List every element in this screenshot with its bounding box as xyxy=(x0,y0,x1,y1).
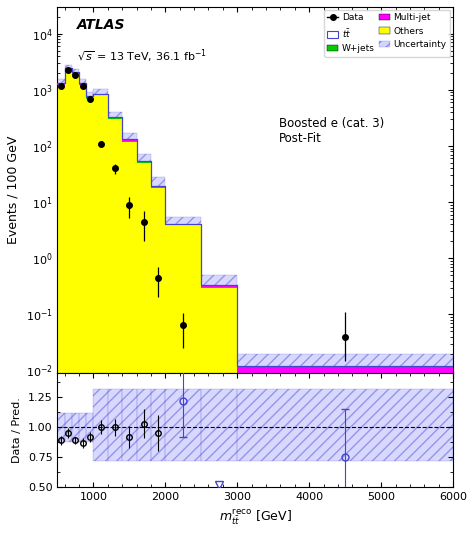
Legend: Data, $t\bar{t}$, W+jets, Multi-jet, Others, Uncertainty: Data, $t\bar{t}$, W+jets, Multi-jet, Oth… xyxy=(324,10,450,57)
Y-axis label: Data / Pred.: Data / Pred. xyxy=(12,397,22,463)
Text: Boosted e (cat. 3)
Post-Fit: Boosted e (cat. 3) Post-Fit xyxy=(279,117,384,145)
Text: ATLAS: ATLAS xyxy=(77,18,126,32)
X-axis label: $m_{t\bar{t}}^{\rm reco}$ [GeV]: $m_{t\bar{t}}^{\rm reco}$ [GeV] xyxy=(219,508,292,527)
Y-axis label: Events / 100 GeV: Events / 100 GeV xyxy=(7,136,20,244)
Text: $\sqrt{s}$ = 13 TeV, 36.1 fb$^{-1}$: $\sqrt{s}$ = 13 TeV, 36.1 fb$^{-1}$ xyxy=(77,47,208,65)
